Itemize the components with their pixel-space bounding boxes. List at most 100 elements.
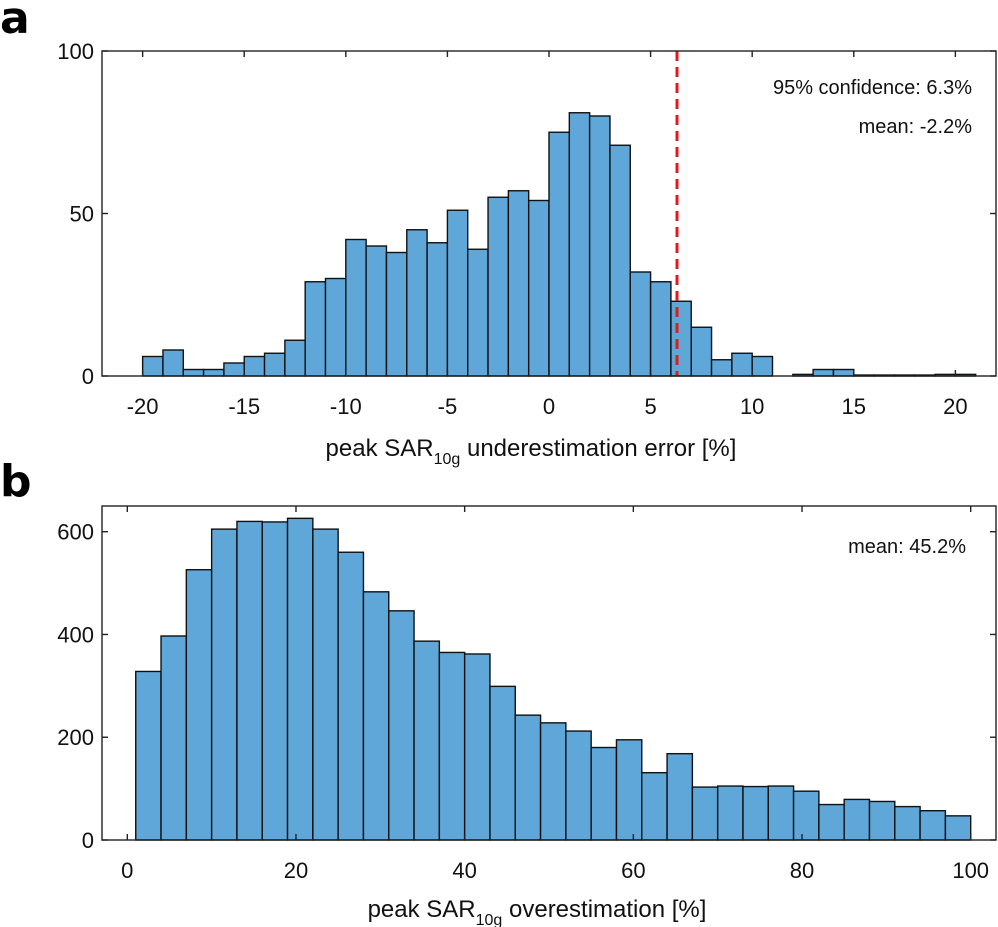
panel-a-bar-5 <box>243 355 266 377</box>
panel-a-letter: a <box>0 0 30 44</box>
panel-a-x-tick-label-0: -20 <box>127 394 159 419</box>
panel-b-bar-25 <box>767 785 795 841</box>
panel-a-x-tick-label-2: -10 <box>330 394 362 419</box>
panel-a-bar-4 <box>223 362 245 377</box>
panel-b-bar-21 <box>666 752 694 841</box>
panel-a-bar-34 <box>832 368 855 377</box>
panel-a-x-tick-label-1: -15 <box>228 394 260 419</box>
panel-b-bar-18 <box>590 746 618 841</box>
panel-b-x-tick-label-0: 0 <box>121 858 133 883</box>
panel-a-x-tick-label-4: 0 <box>543 394 555 419</box>
panel-b-bar-23 <box>716 785 744 841</box>
panel-b-y-tick-label-0: 0 <box>82 828 94 853</box>
panel-a-x-axis-title: peak SAR10g underestimation error [%] <box>326 435 737 468</box>
panel-b-y-tick-label-3: 600 <box>57 520 94 545</box>
panel-a-bar-12 <box>385 251 408 377</box>
panel-b-bar-16 <box>539 722 567 841</box>
mean-annotation-a: mean: -2.2% <box>859 116 973 138</box>
panel-a-x-tick-label-5: 5 <box>644 394 656 419</box>
panel-a: a 0 50 100 -20 -15 -10 -5 0 5 10 15 20 95% confide… <box>0 0 997 468</box>
panel-b-bar-20 <box>641 771 668 841</box>
panel-b-bar-27 <box>818 803 845 841</box>
panel-b-x-tick-label-4: 80 <box>790 858 814 883</box>
panel-b-bar-24 <box>742 785 769 841</box>
panel-b-bar-8 <box>337 551 365 841</box>
panel-a-x-tick-label-7: 15 <box>842 394 866 419</box>
panel-a-bar-27 <box>690 326 713 377</box>
panel-a-bar-24 <box>629 271 652 377</box>
panel-b-bar-10 <box>388 610 415 841</box>
panel-a-y-ticks: 0 50 100 <box>57 39 996 389</box>
panel-a-bar-28 <box>710 359 733 377</box>
panel-a-bar-22 <box>588 115 611 377</box>
panel-b-bar-31 <box>919 810 947 841</box>
panel-b-bar-14 <box>489 685 516 841</box>
panel-b-xlabel-sub: 10g <box>476 912 503 927</box>
panel-b-bar-11 <box>413 640 441 841</box>
panel-b-bar-30 <box>894 805 921 841</box>
panel-b-bar-7 <box>312 528 339 841</box>
panel-a-bar-8 <box>304 281 327 377</box>
panel-a-bar-26 <box>670 300 692 377</box>
panel-b: b 0 200 400 600 0 20 40 60 80 100 mean: 45.2% pe… <box>0 456 997 927</box>
panel-a-bar-13 <box>406 229 428 377</box>
panel-a-bar-33 <box>812 368 835 377</box>
panel-b-bar-22 <box>691 786 719 841</box>
panel-a-bar-21 <box>568 112 591 377</box>
panel-a-bar-14 <box>426 242 449 377</box>
panel-b-bar-12 <box>438 651 466 841</box>
panel-b-x-ticks: 0 20 40 60 80 100 <box>121 506 989 883</box>
panel-a-bar-18 <box>507 190 530 377</box>
panel-b-letter: b <box>0 456 32 507</box>
panel-a-bars <box>141 112 977 377</box>
panel-a-y-tick-label-0: 0 <box>82 364 94 389</box>
panel-a-x-ticks: -20 -15 -10 -5 0 5 10 15 20 <box>127 51 968 419</box>
mean-annotation-b: mean: 45.2% <box>848 536 966 558</box>
panel-a-bar-16 <box>467 248 489 377</box>
panel-b-x-tick-label-5: 100 <box>952 858 989 883</box>
panel-b-x-tick-label-3: 60 <box>621 858 645 883</box>
panel-b-bar-5 <box>261 521 289 841</box>
panel-b-bar-17 <box>565 730 592 841</box>
panel-b-bar-6 <box>286 517 314 841</box>
panel-b-x-tick-label-1: 20 <box>284 858 308 883</box>
panel-b-bar-1 <box>160 635 188 841</box>
panel-a-x-tick-label-3: -5 <box>438 394 458 419</box>
panel-a-bar-3 <box>202 368 225 377</box>
panel-b-bar-32 <box>944 815 972 841</box>
panel-a-bar-29 <box>731 352 753 377</box>
panel-a-bar-20 <box>548 131 571 377</box>
panel-a-bar-11 <box>365 245 388 377</box>
panel-a-xlabel-sub: 10g <box>434 451 461 468</box>
panel-b-xlabel-main: peak SAR <box>368 896 476 923</box>
panel-a-bar-2 <box>182 368 205 377</box>
panel-a-bar-23 <box>609 144 631 377</box>
panel-b-x-axis-title: peak SAR10g overestimation [%] <box>368 896 707 927</box>
panel-a-bar-30 <box>751 355 774 377</box>
panel-a-x-tick-label-8: 20 <box>943 394 967 419</box>
panel-a-y-tick-label-1: 50 <box>70 202 94 227</box>
panel-b-bars <box>135 517 972 841</box>
panel-a-bar-0 <box>141 355 164 377</box>
panel-b-bar-13 <box>463 653 491 841</box>
panel-a-bar-25 <box>649 281 672 377</box>
panel-b-y-tick-label-1: 200 <box>57 725 94 750</box>
panel-b-bar-4 <box>236 520 263 841</box>
panel-a-bar-9 <box>324 277 347 377</box>
panel-b-y-tick-label-2: 400 <box>57 622 94 647</box>
panel-a-x-tick-label-6: 10 <box>740 394 764 419</box>
panel-b-bar-2 <box>185 569 213 841</box>
panel-b-y-ticks: 0 200 400 600 <box>57 520 996 853</box>
panel-b-bar-3 <box>210 528 238 841</box>
panel-a-bar-19 <box>527 199 550 377</box>
panel-a-bar-6 <box>263 352 286 377</box>
confidence-annotation: 95% confidence: 6.3% <box>773 77 972 99</box>
panel-b-bar-9 <box>362 591 390 841</box>
panel-a-y-tick-label-2: 100 <box>57 39 94 64</box>
panel-b-x-tick-label-2: 40 <box>452 858 476 883</box>
panel-a-bar-1 <box>162 349 184 377</box>
panel-b-bar-19 <box>615 739 643 841</box>
panel-b-bar-29 <box>868 800 896 841</box>
panel-a-bar-17 <box>487 196 510 377</box>
